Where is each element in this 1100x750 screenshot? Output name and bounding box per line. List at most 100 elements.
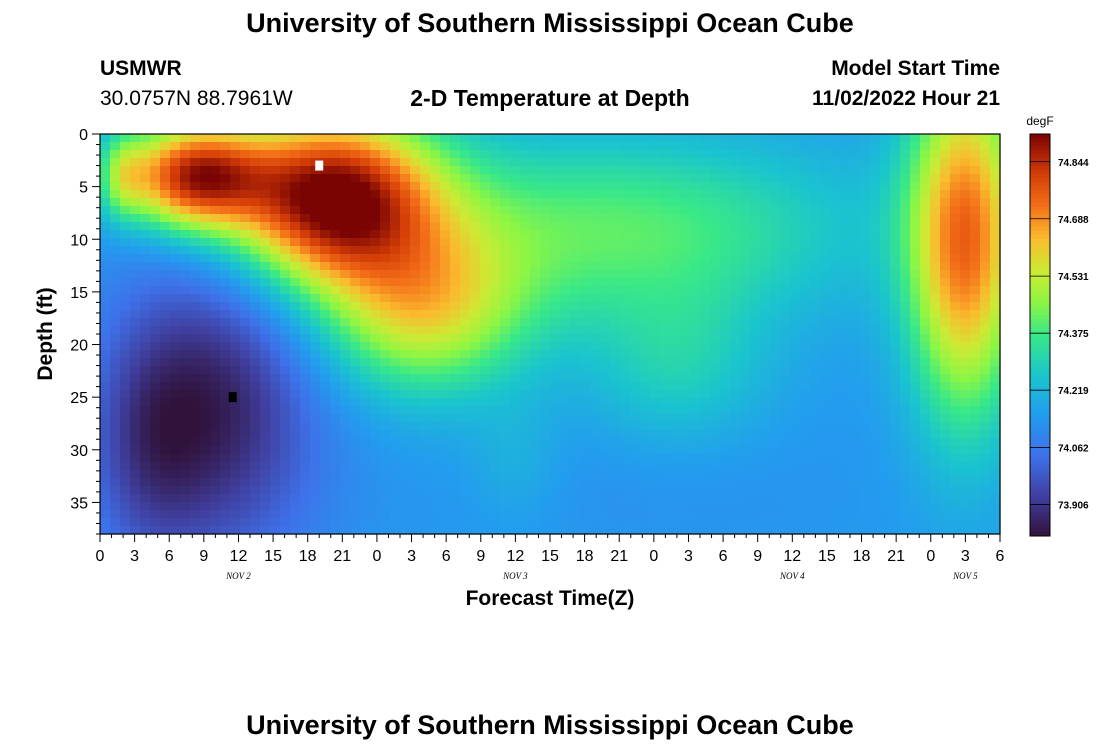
heatmap-cell bbox=[450, 334, 461, 343]
heatmap-cell bbox=[710, 150, 721, 159]
heatmap-cell bbox=[880, 158, 891, 167]
heatmap-cell bbox=[590, 302, 601, 311]
heatmap-cell bbox=[760, 206, 771, 215]
heatmap-cell bbox=[630, 190, 641, 199]
heatmap-cell bbox=[510, 150, 521, 159]
heatmap-cell bbox=[920, 174, 931, 183]
heatmap-cell bbox=[950, 438, 961, 447]
heatmap-cell bbox=[710, 262, 721, 271]
heatmap-cell bbox=[670, 286, 681, 295]
heatmap-cell bbox=[290, 366, 301, 375]
heatmap-cell bbox=[470, 430, 481, 439]
heatmap-cell bbox=[620, 390, 631, 399]
heatmap-cell bbox=[210, 294, 221, 303]
heatmap-cell bbox=[920, 358, 931, 367]
heatmap-cell bbox=[200, 182, 211, 191]
heatmap-cell bbox=[620, 158, 631, 167]
heatmap-cell bbox=[710, 438, 721, 447]
heatmap-cell bbox=[260, 526, 271, 535]
heatmap-cell bbox=[630, 422, 641, 431]
heatmap-cell bbox=[650, 470, 661, 479]
heatmap-cell bbox=[110, 398, 121, 407]
heatmap-cell bbox=[680, 470, 691, 479]
x-tick-label: 3 bbox=[407, 548, 416, 565]
heatmap-cell bbox=[320, 246, 331, 255]
heatmap-cell bbox=[450, 374, 461, 383]
heatmap-cell bbox=[520, 134, 531, 143]
heatmap-cell bbox=[500, 166, 511, 175]
heatmap-cell bbox=[170, 374, 181, 383]
heatmap-cell bbox=[380, 182, 391, 191]
heatmap-cell bbox=[990, 502, 1001, 511]
heatmap-cell bbox=[150, 494, 161, 503]
heatmap-cell bbox=[960, 214, 971, 223]
heatmap-cell bbox=[430, 166, 441, 175]
heatmap-cell bbox=[410, 294, 421, 303]
heatmap-cell bbox=[400, 214, 411, 223]
heatmap-cell bbox=[790, 326, 801, 335]
heatmap-cell bbox=[430, 358, 441, 367]
heatmap-cell bbox=[920, 414, 931, 423]
x-tick-label: 9 bbox=[753, 548, 762, 565]
heatmap-cell bbox=[300, 526, 311, 535]
heatmap-cell bbox=[160, 278, 171, 287]
heatmap-cell bbox=[590, 174, 601, 183]
heatmap-cell bbox=[800, 446, 811, 455]
heatmap-cell bbox=[790, 438, 801, 447]
colorbar-band bbox=[1030, 146, 1050, 151]
heatmap-cell bbox=[660, 198, 671, 207]
heatmap-cell bbox=[940, 270, 951, 279]
heatmap-cell bbox=[670, 254, 681, 263]
heatmap-cell bbox=[340, 318, 351, 327]
heatmap-cell bbox=[930, 438, 941, 447]
heatmap-cell bbox=[330, 142, 341, 151]
heatmap-cell bbox=[800, 502, 811, 511]
heatmap-cell bbox=[510, 166, 521, 175]
heatmap-cell bbox=[980, 350, 991, 359]
heatmap-cell bbox=[340, 174, 351, 183]
heatmap-cell bbox=[490, 502, 501, 511]
heatmap-cells bbox=[100, 134, 1001, 535]
heatmap-cell bbox=[330, 326, 341, 335]
heatmap-cell bbox=[960, 478, 971, 487]
heatmap-cell bbox=[340, 350, 351, 359]
heatmap-cell bbox=[520, 382, 531, 391]
heatmap-cell bbox=[610, 318, 621, 327]
heatmap-cell bbox=[610, 270, 621, 279]
heatmap-cell bbox=[330, 150, 341, 159]
heatmap-cell bbox=[120, 150, 131, 159]
heatmap-cell bbox=[800, 206, 811, 215]
heatmap-cell bbox=[250, 486, 261, 495]
heatmap-cell bbox=[470, 334, 481, 343]
heatmap-cell bbox=[870, 398, 881, 407]
heatmap-cell bbox=[940, 190, 951, 199]
heatmap-cell bbox=[980, 374, 991, 383]
heatmap-cell bbox=[290, 270, 301, 279]
heatmap-cell bbox=[980, 190, 991, 199]
heatmap-cell bbox=[590, 134, 601, 143]
heatmap-cell bbox=[870, 422, 881, 431]
heatmap-cell bbox=[900, 302, 911, 311]
heatmap-cell bbox=[810, 286, 821, 295]
heatmap-cell bbox=[160, 182, 171, 191]
heatmap-cell bbox=[650, 190, 661, 199]
heatmap-cell bbox=[200, 150, 211, 159]
heatmap-cell bbox=[820, 446, 831, 455]
heatmap-cell bbox=[310, 198, 321, 207]
heatmap-cell bbox=[870, 222, 881, 231]
colorbar-band bbox=[1030, 286, 1050, 292]
heatmap-cell bbox=[490, 374, 501, 383]
heatmap-cell bbox=[430, 262, 441, 271]
heatmap-cell bbox=[100, 374, 111, 383]
heatmap-cell bbox=[750, 406, 761, 415]
heatmap-cell bbox=[490, 262, 501, 271]
heatmap-cell bbox=[910, 390, 921, 399]
heatmap-cell bbox=[430, 182, 441, 191]
heatmap-cell bbox=[790, 334, 801, 343]
heatmap-cell bbox=[390, 486, 401, 495]
heatmap-cell bbox=[240, 238, 251, 247]
heatmap-cell bbox=[920, 286, 931, 295]
heatmap-cell bbox=[290, 278, 301, 287]
heatmap-cell bbox=[920, 310, 931, 319]
heatmap-cell bbox=[420, 390, 431, 399]
